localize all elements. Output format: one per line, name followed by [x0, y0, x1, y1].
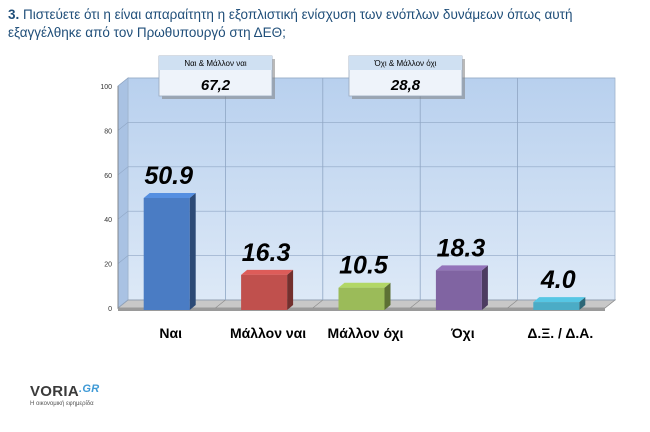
bar-side [579, 297, 586, 310]
logo-brand: VORIA.GR [30, 383, 100, 400]
bar-side [189, 193, 196, 310]
bar [241, 274, 288, 310]
y-tick-label: 100 [100, 84, 112, 91]
bar-value-label: 50.9 [144, 162, 193, 190]
bar-top [533, 297, 586, 303]
gridline-side [117, 166, 129, 176]
gridline-side [117, 122, 129, 131]
bar-top [435, 265, 488, 271]
plot-side-wall [117, 77, 129, 309]
summary-box-value: 67,2 [201, 77, 231, 94]
question-text: Πιστεύετε ότι η είναι απαραίτητη η εξοπλ… [8, 7, 573, 40]
bar-top [338, 282, 391, 288]
gridline-side [117, 255, 129, 264]
y-tick-label: 0 [108, 306, 112, 313]
floor-separator [507, 299, 518, 309]
gridline-side [117, 210, 129, 220]
bar-side [481, 265, 488, 310]
y-tick-label: 40 [104, 217, 112, 224]
y-tick-label: 80 [104, 128, 112, 135]
summary-box-header [159, 56, 272, 70]
plot-back-wall [127, 77, 616, 301]
bar-value-label: 16.3 [242, 239, 291, 267]
summary-box-header [349, 56, 462, 70]
x-category-label: Όχι [450, 325, 475, 341]
gridline-side [117, 299, 129, 309]
bar-side [384, 282, 391, 310]
bar-top [143, 193, 196, 199]
logo-tagline: Η οικονομική εφημερίδα [30, 401, 94, 407]
bar [533, 302, 580, 310]
summary-box-label: Όχι & Μάλλον όχι [373, 59, 436, 68]
bar [338, 287, 385, 310]
question-title: 3. Πιστεύετε ότι η είναι απαραίτητη η εξ… [8, 6, 638, 42]
x-category-label: Ναι [159, 325, 182, 341]
bar-value-label: 18.3 [437, 234, 486, 262]
x-category-label: Μάλλον ναι [230, 325, 306, 341]
question-number: 3. [8, 7, 20, 22]
summary-box-label: Ναι & Μάλλον ναι [184, 59, 246, 68]
x-category-label: Μάλλον όχι [328, 325, 404, 341]
bar [435, 270, 482, 310]
floor-separator [215, 299, 226, 309]
gridline-side [117, 77, 129, 87]
bar [143, 198, 190, 310]
summary-box-value: 28,8 [390, 77, 421, 94]
bar-value-label: 10.5 [339, 252, 389, 280]
x-category-label: Δ.Ξ. / Δ.Α. [527, 325, 593, 341]
bar-top [241, 269, 294, 275]
y-tick-label: 20 [104, 262, 112, 269]
y-tick-label: 60 [104, 173, 112, 180]
bar-side [287, 269, 294, 310]
floor-separator [410, 299, 421, 309]
bar-value-label: 4.0 [540, 266, 576, 294]
voria-logo: VORIA.GR Η οικονομική εφημερίδα [30, 383, 100, 408]
floor-separator [312, 299, 323, 309]
